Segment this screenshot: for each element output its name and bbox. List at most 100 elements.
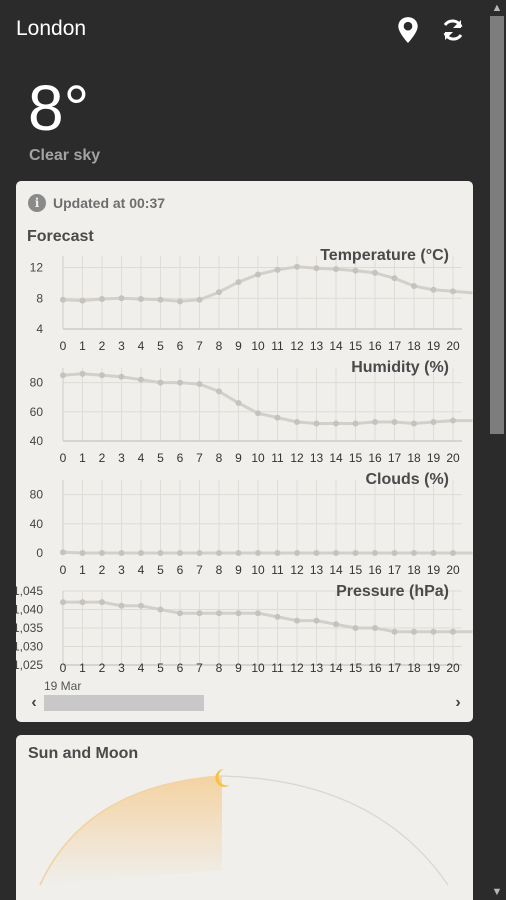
data-point: [294, 419, 300, 426]
data-point: [157, 379, 164, 386]
app-header: London: [0, 0, 488, 60]
y-tick-label: 40: [30, 517, 44, 531]
data-point: [450, 288, 456, 295]
x-tick-label: 13: [310, 451, 324, 465]
x-tick-label: 11: [271, 451, 284, 465]
x-tick-label: 3: [118, 339, 125, 353]
data-point: [196, 610, 203, 617]
updated-status: i Updated at 00:37: [28, 194, 165, 212]
series-line: [63, 600, 473, 634]
data-point: [138, 376, 144, 383]
refresh-icon[interactable]: [440, 16, 466, 44]
chart-scrollbar[interactable]: ‹ ›: [26, 694, 466, 712]
y-tick-label: 80: [30, 488, 44, 502]
data-point: [79, 297, 86, 304]
x-tick-label: 19: [427, 661, 441, 675]
map-marker-icon[interactable]: [395, 16, 421, 44]
x-tick-label: 8: [216, 563, 223, 577]
x-tick-label: 1: [79, 451, 86, 465]
data-point: [99, 296, 105, 303]
x-tick-label: 1: [79, 661, 86, 675]
x-tick-label: 13: [310, 563, 324, 577]
data-point: [372, 550, 378, 556]
data-point: [313, 550, 320, 556]
y-tick-label: 1,025: [16, 658, 43, 672]
x-tick-label: 10: [251, 339, 265, 353]
data-point: [177, 298, 183, 305]
scroll-up-arrow-icon[interactable]: ▲: [491, 2, 503, 14]
data-point: [411, 282, 417, 289]
y-tick-label: 1,035: [16, 621, 43, 635]
x-tick-label: 19: [427, 563, 441, 577]
x-tick-label: 17: [388, 661, 402, 675]
data-point: [333, 550, 339, 556]
x-tick-label: 10: [251, 451, 265, 465]
city-name: London: [16, 17, 87, 40]
current-condition: Clear sky: [29, 147, 101, 164]
x-tick-label: 15: [349, 339, 363, 353]
x-tick-label: 20: [446, 563, 460, 577]
x-tick-label: 3: [118, 451, 125, 465]
x-tick-label: 12: [290, 451, 304, 465]
x-tick-label: 19: [427, 451, 441, 465]
scrollbar-thumb[interactable]: [44, 695, 204, 711]
data-point: [255, 610, 261, 617]
sun-moon-card: Sun and Moon: [16, 735, 473, 900]
data-point: [235, 400, 242, 407]
x-tick-label: 17: [388, 339, 402, 353]
data-point: [372, 419, 378, 426]
data-point: [411, 550, 417, 556]
x-tick-label: 11: [271, 339, 284, 353]
x-tick-label: 15: [349, 563, 363, 577]
x-tick-label: 2: [99, 451, 106, 465]
data-point: [99, 599, 105, 606]
data-point: [177, 379, 183, 386]
data-point: [294, 550, 300, 556]
data-point: [60, 549, 66, 556]
x-tick-label: 7: [196, 563, 203, 577]
data-point: [216, 388, 222, 395]
data-point: [138, 602, 144, 609]
data-point: [157, 296, 164, 303]
x-tick-label: 2: [99, 563, 106, 577]
x-tick-label: 5: [157, 339, 164, 353]
data-point: [60, 372, 66, 379]
data-point: [313, 617, 320, 624]
data-point: [79, 599, 86, 606]
x-tick-label: 0: [60, 661, 67, 675]
data-point: [294, 263, 300, 270]
x-tick-label: 16: [368, 451, 382, 465]
chart-title: Temperature (°C): [320, 247, 449, 264]
data-point: [118, 602, 125, 609]
data-point: [391, 550, 398, 556]
x-tick-label: 15: [349, 451, 363, 465]
updated-text: Updated at 00:37: [53, 195, 166, 211]
x-tick-label: 9: [235, 661, 242, 675]
x-tick-label: 5: [157, 661, 164, 675]
x-tick-label: 9: [235, 563, 242, 577]
scroll-down-arrow-icon[interactable]: ▼: [491, 886, 503, 898]
x-tick-label: 3: [118, 563, 125, 577]
x-tick-label: 20: [446, 661, 460, 675]
x-tick-label: 4: [138, 339, 145, 353]
sun-arc-daylight: [39, 775, 223, 886]
page-scrollbar-thumb[interactable]: [490, 16, 504, 434]
x-tick-label: 14: [329, 451, 343, 465]
data-point: [411, 420, 417, 427]
series-line: [62, 550, 473, 555]
page-scrollbar[interactable]: ▲ ▼: [488, 0, 506, 900]
x-tick-label: 19: [427, 339, 441, 353]
scroll-right-arrow-icon[interactable]: ›: [455, 694, 461, 711]
data-point: [352, 267, 359, 274]
scroll-left-arrow-icon[interactable]: ‹: [31, 694, 37, 711]
x-tick-label: 7: [196, 339, 203, 353]
data-point: [157, 606, 164, 613]
data-point: [79, 370, 86, 377]
x-tick-label: 10: [251, 563, 265, 577]
data-point: [352, 625, 359, 631]
x-tick-label: 13: [310, 661, 324, 675]
data-point: [196, 550, 203, 556]
